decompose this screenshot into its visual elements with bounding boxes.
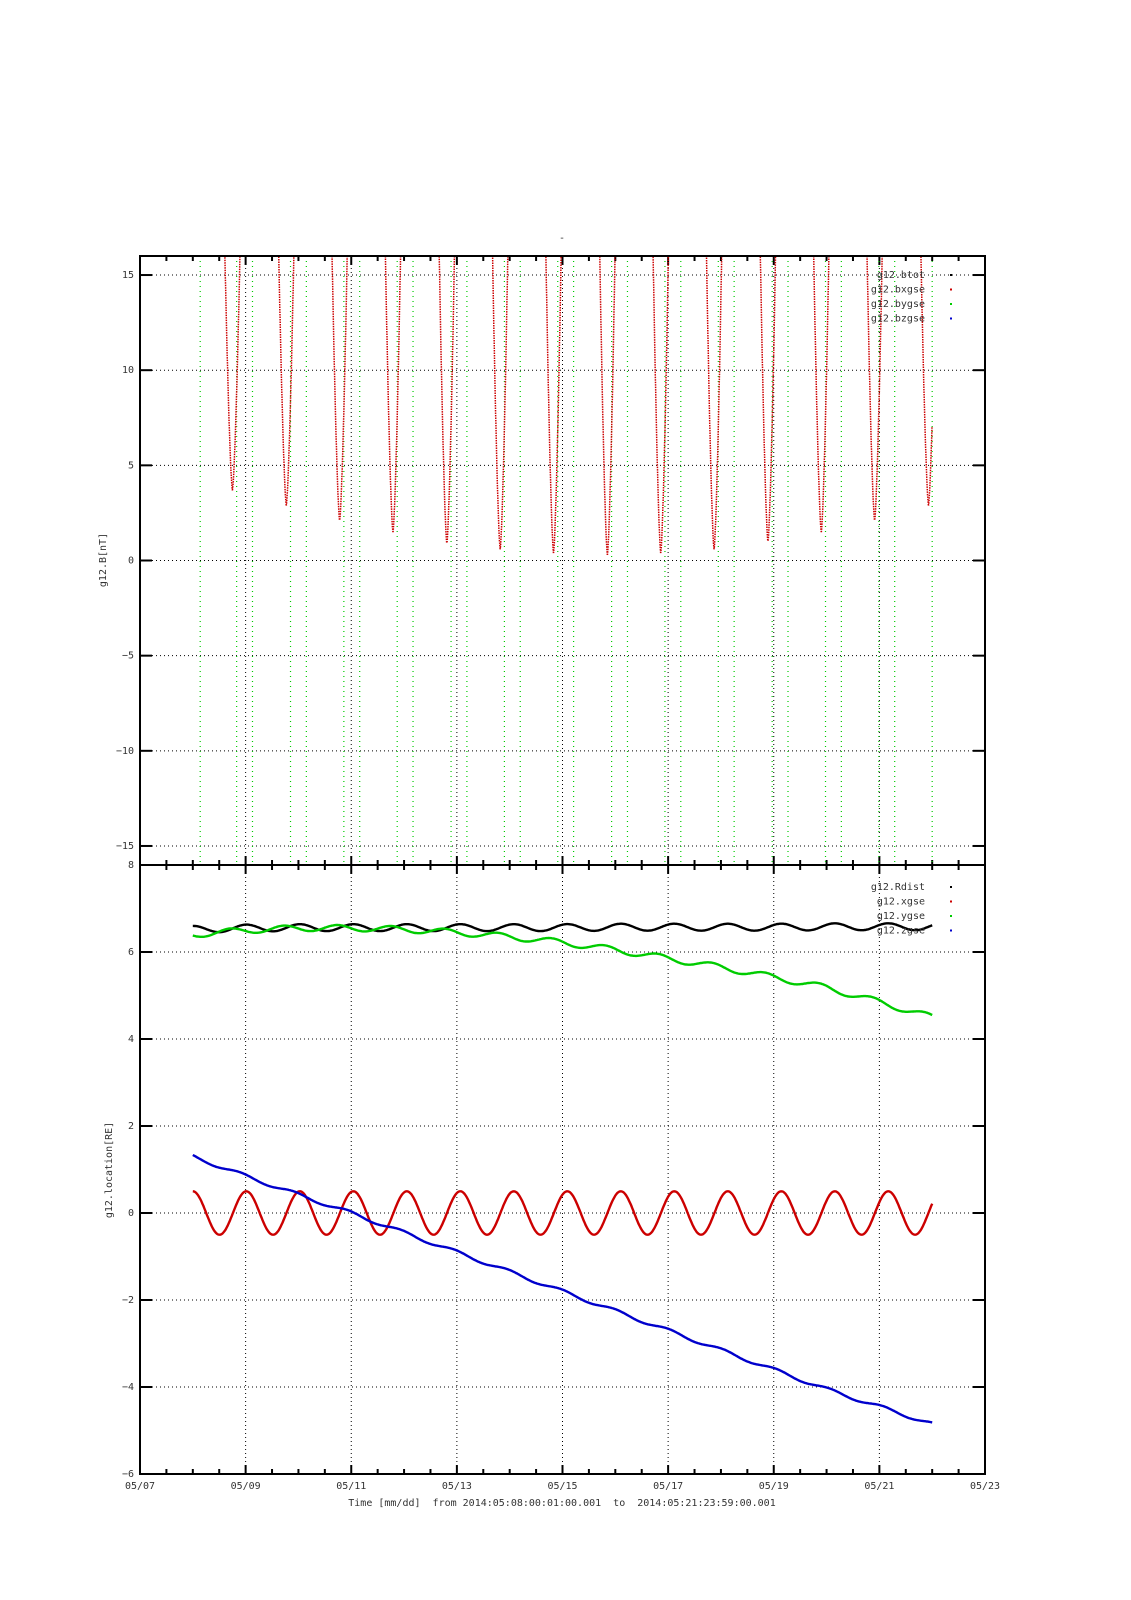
bxgse-dip <box>705 256 723 550</box>
x-tick-label: 05/23 <box>970 1481 1000 1492</box>
y-tick-label: −15 <box>116 841 134 852</box>
legend-marker <box>950 303 952 305</box>
bxgse-dip <box>438 256 456 544</box>
legend-label: g12.zgse <box>877 926 925 937</box>
legend-marker <box>950 929 952 932</box>
legend-label: g12.bzgse <box>871 314 925 325</box>
series-g12-Rdist <box>192 922 933 934</box>
series-g12-ygse <box>192 923 933 1017</box>
y-tick-label: −10 <box>116 746 134 757</box>
y-tick-label: −6 <box>122 1469 134 1480</box>
legend-label: g12.btot <box>877 270 925 281</box>
bxgse-dip <box>812 256 830 533</box>
series-g12-xgse <box>192 1190 934 1236</box>
legend-marker <box>950 915 952 917</box>
y-tick-label: 0 <box>128 1208 134 1219</box>
bxgse-dip <box>652 256 670 554</box>
bxgse-dip <box>866 256 883 521</box>
legend-label: g12.ygse <box>877 911 925 922</box>
bxgse-dip <box>599 256 616 556</box>
legend-marker <box>950 900 952 903</box>
y-tick-label: 8 <box>128 860 134 871</box>
x-tick-label: 05/21 <box>864 1481 894 1492</box>
x-tick-label: 05/15 <box>547 1481 577 1492</box>
legend-marker <box>950 288 952 291</box>
x-axis-label: Time [mm/dd] from 2014:05:08:00:01:00.00… <box>348 1498 775 1509</box>
top-panel-title: - <box>559 233 565 244</box>
y-tick-label: 15 <box>122 270 134 281</box>
bxgse-dip <box>545 256 562 554</box>
y-tick-label: 0 <box>128 556 134 567</box>
x-tick-label: 05/13 <box>442 1481 472 1492</box>
y-tick-label: −2 <box>122 1295 134 1306</box>
bxgse-dip <box>278 256 295 506</box>
bxgse-dip <box>384 256 402 533</box>
top-y-axis-label: g12.B[nT] <box>98 533 109 587</box>
bottom-y-axis-label: g12.location[RE] <box>104 1122 115 1218</box>
y-tick-label: 4 <box>128 1034 134 1045</box>
legend-label: g12.bxgse <box>871 285 925 296</box>
bxgse-dip <box>331 256 348 521</box>
x-tick-label: 05/07 <box>125 1481 155 1492</box>
bxgse-dip <box>759 256 777 542</box>
x-tick-label: 05/17 <box>653 1481 683 1492</box>
bxgse-dip <box>224 256 241 491</box>
legend-label: g12.xgse <box>877 897 925 908</box>
x-tick-label: 05/19 <box>759 1481 789 1492</box>
legend-label: g12.Rdist <box>871 882 925 893</box>
y-tick-label: 2 <box>128 1121 134 1132</box>
series-g12-zgse <box>192 1153 933 1424</box>
y-tick-label: 6 <box>128 947 134 958</box>
legend-label: g12.bygse <box>871 299 925 310</box>
legend-marker <box>950 886 952 888</box>
plot-frame <box>139 864 986 1475</box>
legend-marker <box>950 317 952 320</box>
bxgse-dip <box>920 256 933 506</box>
legend-marker <box>950 274 952 276</box>
y-tick-label: 5 <box>128 460 134 471</box>
x-tick-label: 05/09 <box>231 1481 261 1492</box>
bxgse-dip <box>491 256 509 550</box>
y-tick-label: −5 <box>122 651 134 662</box>
y-tick-label: 10 <box>122 365 134 376</box>
y-tick-label: −4 <box>122 1382 134 1393</box>
x-tick-label: 05/11 <box>336 1481 366 1492</box>
